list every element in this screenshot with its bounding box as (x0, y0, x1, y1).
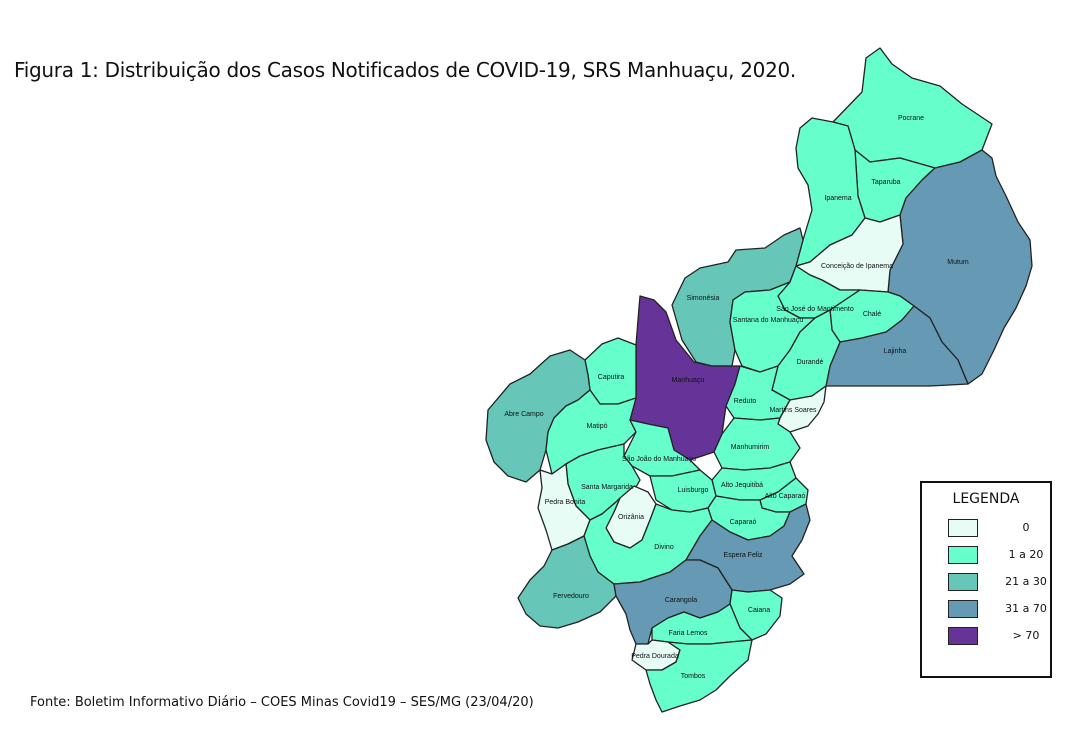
municipality-label-luisburgo: Luisburgo (678, 487, 709, 494)
municipality-tombos (645, 639, 753, 713)
municipality-label-carangola: Carangola (665, 597, 697, 604)
municipality-label-manhumirim: Manhumirim (731, 444, 770, 451)
municipality-label-alto-jequitiba: Alto Jequitibá (721, 482, 763, 489)
municipality-label-abre-campo: Abre Campo (504, 411, 543, 418)
legend-row-1: 1 a 20 (948, 546, 1048, 566)
legend-swatch-1 (948, 546, 978, 564)
municipality-label-caiana: Caiana (748, 607, 770, 614)
legend-row-2: 21 a 30 (948, 573, 1048, 593)
municipality-label-faria-lemos: Faria Lemos (669, 630, 708, 637)
legend-label-1: 1 a 20 (1008, 548, 1044, 561)
municipality-label-caparao: Caparaó (730, 519, 757, 526)
legend-label-3: 31 a 70 (1005, 602, 1047, 615)
legend-row-4: > 70 (948, 627, 1048, 647)
legend-swatch-2 (948, 573, 978, 591)
municipality-label-alto-caparao: Alto Caparaó (765, 493, 806, 500)
legend-label-4: > 70 (1012, 629, 1040, 642)
municipality-label-sao-joao-do-manhuacu: São João do Manhuaçu (622, 456, 696, 463)
municipality-fervedouro (517, 535, 617, 629)
legend-label-0: 0 (1022, 521, 1030, 534)
municipality-label-mutum: Mutum (947, 259, 969, 266)
municipality-label-caputira: Caputira (598, 374, 625, 381)
municipality-label-sao-jose-do-mantimento: São José do Mantimento (776, 306, 854, 313)
legend-swatch-4 (948, 627, 978, 645)
municipality-label-divino: Divino (654, 544, 674, 551)
municipality-label-lajinha: Lajinha (884, 348, 907, 355)
municipality-label-espera-feliz: Espera Feliz (724, 552, 763, 559)
municipality-label-ipanema: Ipanema (824, 195, 851, 202)
map-title: Figura 1: Distribuição dos Casos Notific… (14, 58, 796, 82)
municipality-label-matipo: Matipó (586, 423, 607, 430)
municipality-label-manhuacu: Manhuaçu (672, 377, 705, 384)
municipality-label-pedra-dourada: Pedra Dourada (631, 653, 679, 660)
legend-swatch-0 (948, 519, 978, 537)
municipality-label-conceicao-de-ipanema: Conceição de Ipanema (821, 263, 893, 270)
municipality-label-santana-do-manhuacu: Santana do Manhuaçu (733, 317, 804, 324)
municipality-label-orizania: Orizânia (618, 514, 644, 521)
municipality-label-taparuba: Taparuba (871, 179, 900, 186)
map-legend: LEGENDA 0 1 a 20 21 a 30 31 a 70 > 70 (920, 481, 1052, 678)
legend-row-0: 0 (948, 519, 1048, 539)
municipality-lajinha (825, 305, 969, 387)
legend-row-3: 31 a 70 (948, 600, 1048, 620)
legend-title: LEGENDA (952, 491, 1020, 507)
legend-label-2: 21 a 30 (1005, 575, 1047, 588)
municipality-label-pocrane: Pocrane (898, 115, 924, 122)
municipality-label-santa-margarida: Santa Margarida (581, 484, 633, 491)
municipality-pocrane (832, 47, 993, 169)
source-note: Fonte: Boletim Informativo Diário – COES… (30, 695, 534, 710)
municipality-label-martins-soares: Martins Soares (769, 407, 817, 414)
municipality-label-simonesia: Simonésia (687, 295, 720, 302)
municipality-label-durande: Durandé (797, 359, 824, 366)
municipality-label-pedra-bonita: Pedra Bonita (545, 499, 586, 506)
municipality-label-chale: Chalé (863, 311, 881, 318)
legend-swatch-3 (948, 600, 978, 618)
municipality-label-reduto: Reduto (734, 398, 757, 405)
municipality-label-fervedouro: Fervedouro (553, 593, 589, 600)
municipality-label-tombos: Tombos (681, 673, 706, 680)
